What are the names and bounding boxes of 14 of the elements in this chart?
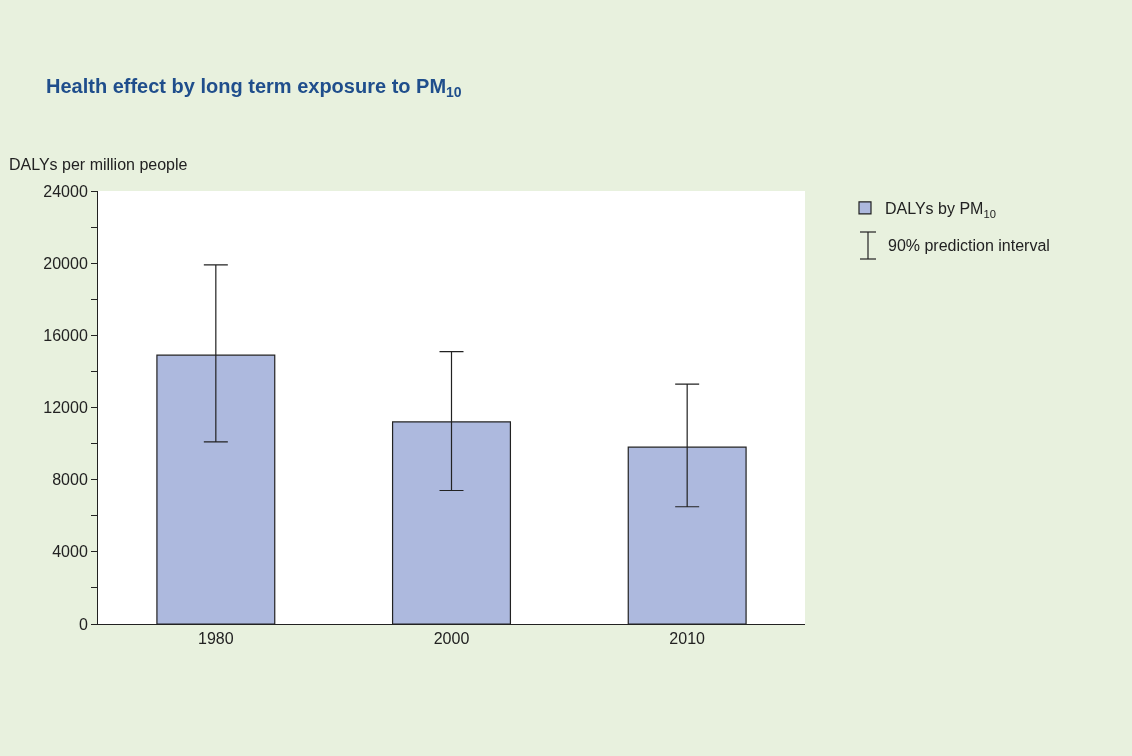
x-tick-label: 1980 — [198, 630, 234, 648]
y-tick-label: 20000 — [43, 254, 88, 272]
x-tick-label: 2010 — [669, 630, 706, 648]
y-tick-label: 8000 — [52, 471, 88, 489]
y-tick-label: 12000 — [43, 399, 88, 417]
y-tick-label: 0 — [78, 615, 88, 633]
y-tick-label: 24000 — [43, 182, 88, 200]
y-axis-title: DALYs per million people — [9, 156, 188, 173]
x-tick-label: 2000 — [433, 630, 470, 648]
text: 90% prediction interval — [888, 237, 1050, 254]
y-tick-label: 4000 — [52, 543, 88, 561]
chart-title: Health effect by long term exposure to PM$_{10}$ — [46, 75, 462, 101]
y-tick-label: 16000 — [43, 326, 88, 344]
legend-label: DALYs by PM$_{10}$ — [885, 200, 996, 220]
